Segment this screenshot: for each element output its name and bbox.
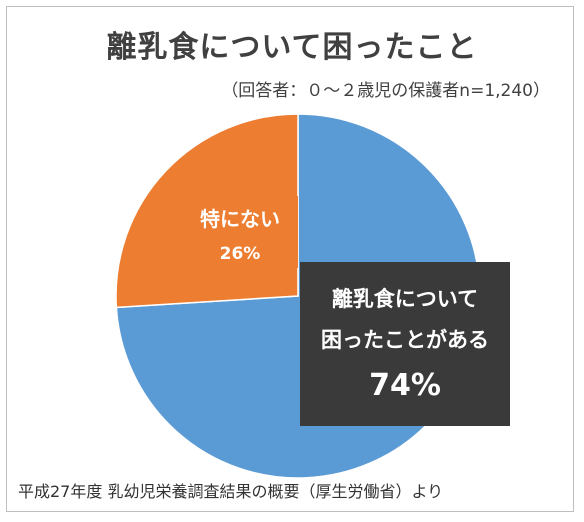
chart-title: 離乳食について困ったこと xyxy=(106,30,478,65)
slice-value-no-trouble: 26% xyxy=(220,244,261,264)
slice-label-had-trouble: 離乳食について 困ったことがある 74% xyxy=(300,262,510,426)
slice-label-no-trouble: 特にない 26% xyxy=(188,196,298,268)
slice-value-had-trouble: 74% xyxy=(369,368,441,403)
slice-label-no-trouble-text: 特にない xyxy=(200,207,280,231)
slice-label-had-trouble-line2: 困ったことがある xyxy=(321,328,489,352)
slice-label-had-trouble-line1: 離乳食について xyxy=(332,287,478,311)
chart-subtitle: （回答者：０～２歳児の保護者n=1,240） xyxy=(221,81,550,101)
source-note: 平成27年度 乳幼児栄養調査結果の概要（厚生労働省）より xyxy=(18,482,444,501)
